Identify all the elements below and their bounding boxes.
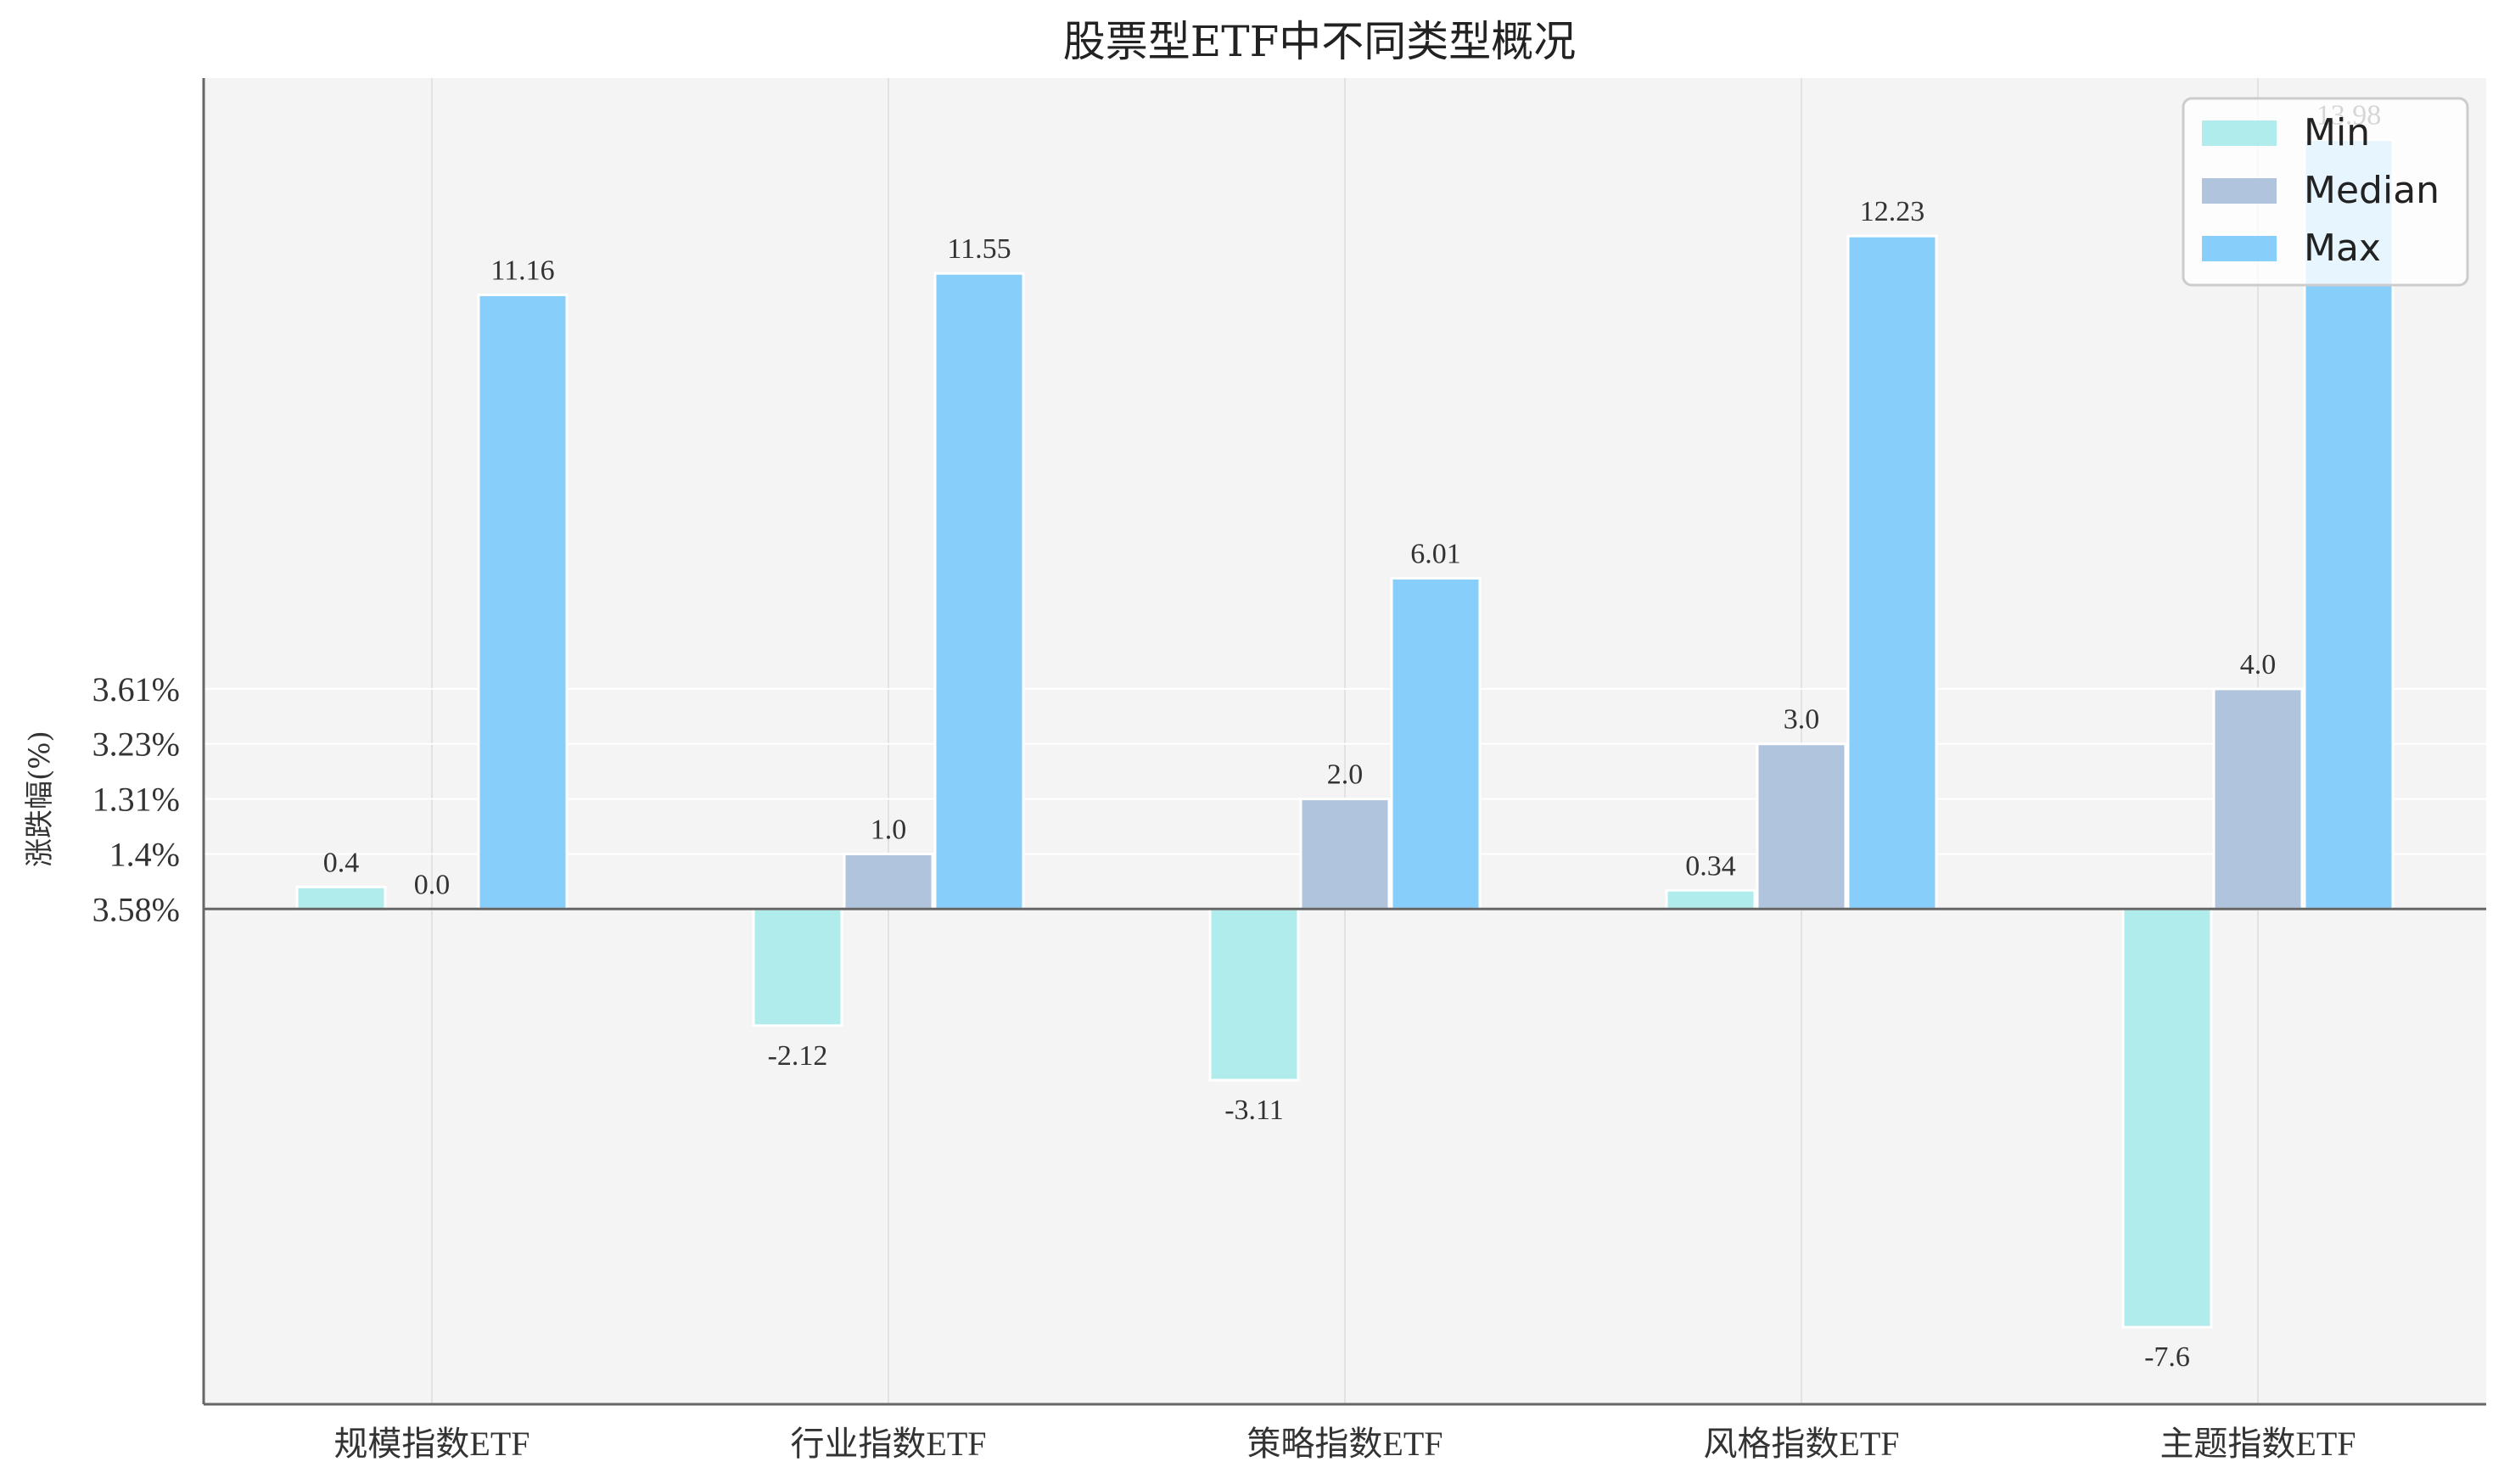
legend-label-max: Max bbox=[2304, 227, 2381, 270]
bar-median bbox=[1299, 798, 1391, 910]
x-tick-labels: 规模指数ETF 行业指数ETF 策略指数ETF 风格指数ETF 主题指数ETF bbox=[333, 1425, 2356, 1463]
x-tick-label: 风格指数ETF bbox=[1703, 1425, 1899, 1463]
data-label: 3.0 bbox=[1784, 704, 1820, 736]
data-label: 6.01 bbox=[1410, 539, 1461, 570]
bar-min bbox=[1665, 888, 1756, 910]
data-label: 11.16 bbox=[490, 255, 554, 287]
y-tick-label: 3.23% bbox=[92, 725, 180, 764]
bar-median bbox=[2212, 687, 2304, 910]
data-label: 12.23 bbox=[1860, 196, 1925, 227]
legend-label-median: Median bbox=[2304, 169, 2440, 212]
y-tick-label: 1.4% bbox=[109, 835, 180, 873]
y-axis-label: 涨跌幅(%) bbox=[23, 731, 57, 867]
bar-min bbox=[1208, 907, 1300, 1082]
data-label: 1.0 bbox=[871, 814, 907, 845]
bar-max bbox=[933, 272, 1025, 910]
bars bbox=[295, 138, 2395, 1329]
data-label: -7.6 bbox=[2144, 1341, 2190, 1373]
legend-label-min: Min bbox=[2304, 111, 2370, 154]
y-tick-label: 1.31% bbox=[92, 781, 180, 819]
bar-median bbox=[843, 852, 934, 910]
legend: Min Median Max bbox=[2182, 97, 2469, 287]
bar-min bbox=[2121, 907, 2213, 1329]
data-label: 0.0 bbox=[414, 869, 451, 900]
bar-max bbox=[1846, 234, 1938, 910]
data-label: 4.0 bbox=[2240, 649, 2277, 680]
chart-title: 股票型ETF中不同类型概况 bbox=[1063, 17, 1577, 66]
x-tick-label: 策略指数ETF bbox=[1246, 1425, 1442, 1463]
bar-max bbox=[477, 294, 569, 910]
legend-swatch-min bbox=[2202, 120, 2277, 146]
data-label: 2.0 bbox=[1327, 759, 1364, 791]
y-tick-labels: 3.58% 1.4% 1.31% 3.23% 3.61% bbox=[92, 670, 180, 928]
data-label: 0.34 bbox=[1685, 850, 1736, 882]
x-tick-label: 规模指数ETF bbox=[333, 1425, 529, 1463]
legend-swatch-median bbox=[2202, 178, 2277, 204]
data-label: -3.11 bbox=[1224, 1095, 1284, 1126]
y-tick-label: 3.61% bbox=[92, 670, 180, 708]
x-tick-label: 主题指数ETF bbox=[2159, 1425, 2356, 1463]
x-tick-label: 行业指数ETF bbox=[790, 1425, 986, 1463]
bar-min bbox=[752, 907, 843, 1028]
data-labels: 0.4 -2.12 -3.11 0.34 -7.6 0.0 1.0 2.0 3.0 4.0 11.1… bbox=[323, 100, 2382, 1374]
data-label: 0.4 bbox=[323, 847, 360, 878]
bar-median bbox=[1756, 742, 1847, 910]
y-tick-label: 3.58% bbox=[92, 890, 180, 928]
data-label: 11.55 bbox=[947, 233, 1011, 265]
legend-swatch-max bbox=[2202, 236, 2277, 261]
bar-min bbox=[295, 885, 387, 910]
data-label: -2.12 bbox=[768, 1040, 828, 1072]
bar-max bbox=[1390, 577, 1482, 910]
